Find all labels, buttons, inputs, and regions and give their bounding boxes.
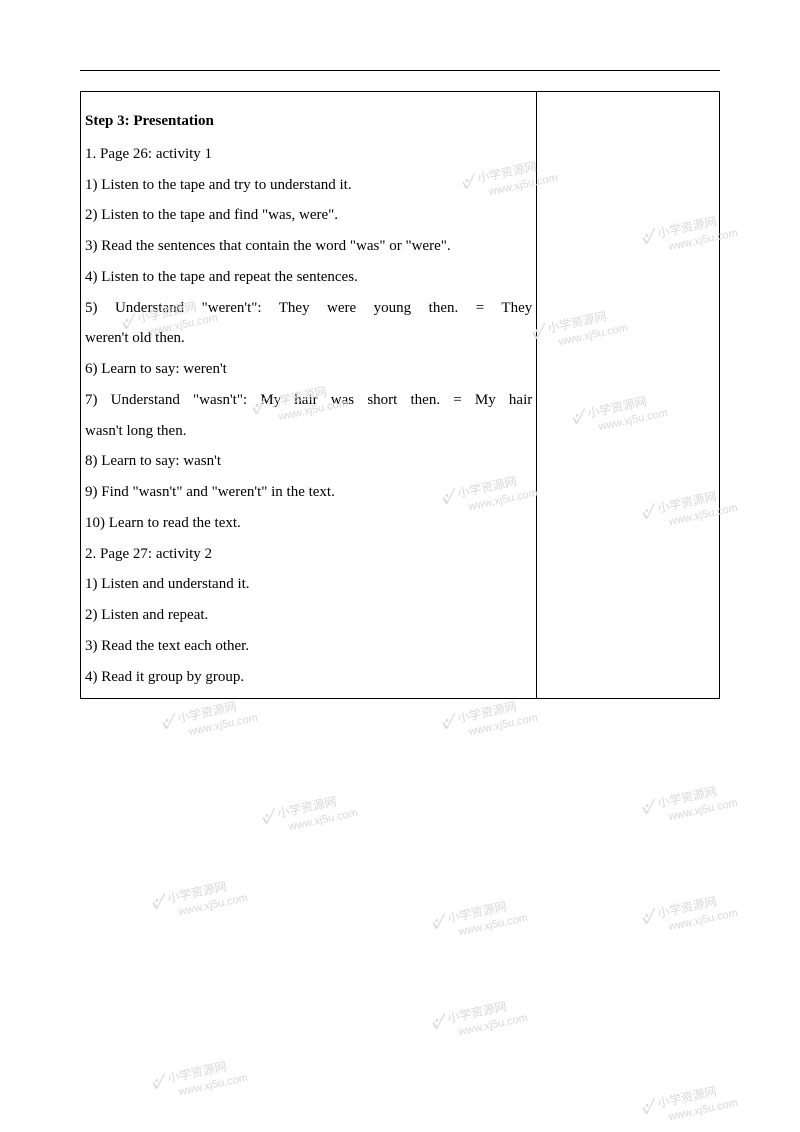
table-right-cell [537,92,720,699]
lesson-table: Step 3: Presentation 1. Page 26: activit… [80,91,720,699]
top-horizontal-rule [80,70,720,71]
watermark: ୰小学资源网www.xj5u.com [638,1075,739,1128]
lesson-line: 1) Listen and understand it. [85,569,532,600]
lesson-line: 2) Listen and repeat. [85,600,532,631]
watermark: ୰小学资源网www.xj5u.com [258,785,359,838]
watermark: ୰小学资源网www.xj5u.com [148,1050,249,1103]
watermark: ୰小学资源网www.xj5u.com [638,885,739,938]
lesson-line: 5) Understand "weren't": They were young… [85,293,532,324]
lesson-line: 2) Listen to the tape and find "was, wer… [85,200,532,231]
lesson-line: 3) Read the sentences that contain the w… [85,231,532,262]
table-left-cell: Step 3: Presentation 1. Page 26: activit… [81,92,537,699]
step-heading: Step 3: Presentation [85,106,532,137]
lesson-line: 1) Listen to the tape and try to underst… [85,170,532,201]
lesson-line: 3) Read the text each other. [85,631,532,662]
lesson-line: 8) Learn to say: wasn't [85,446,532,477]
section2-title: 2. Page 27: activity 2 [85,539,532,570]
lesson-line: 4) Listen to the tape and repeat the sen… [85,262,532,293]
lesson-line: 4) Read it group by group. [85,662,532,693]
lesson-line: weren't old then. [85,323,532,354]
lesson-line: 10) Learn to read the text. [85,508,532,539]
lesson-line: 6) Learn to say: weren't [85,354,532,385]
lesson-line: wasn't long then. [85,416,532,447]
watermark: ୰小学资源网www.xj5u.com [428,890,529,943]
section1-title: 1. Page 26: activity 1 [85,139,532,170]
watermark: ୰小学资源网www.xj5u.com [638,775,739,828]
lesson-line: 7) Understand "wasn't": My hair was shor… [85,385,532,416]
watermark: ୰小学资源网www.xj5u.com [148,870,249,923]
watermark: ୰小学资源网www.xj5u.com [428,990,529,1043]
lesson-line: 9) Find "wasn't" and "weren't" in the te… [85,477,532,508]
